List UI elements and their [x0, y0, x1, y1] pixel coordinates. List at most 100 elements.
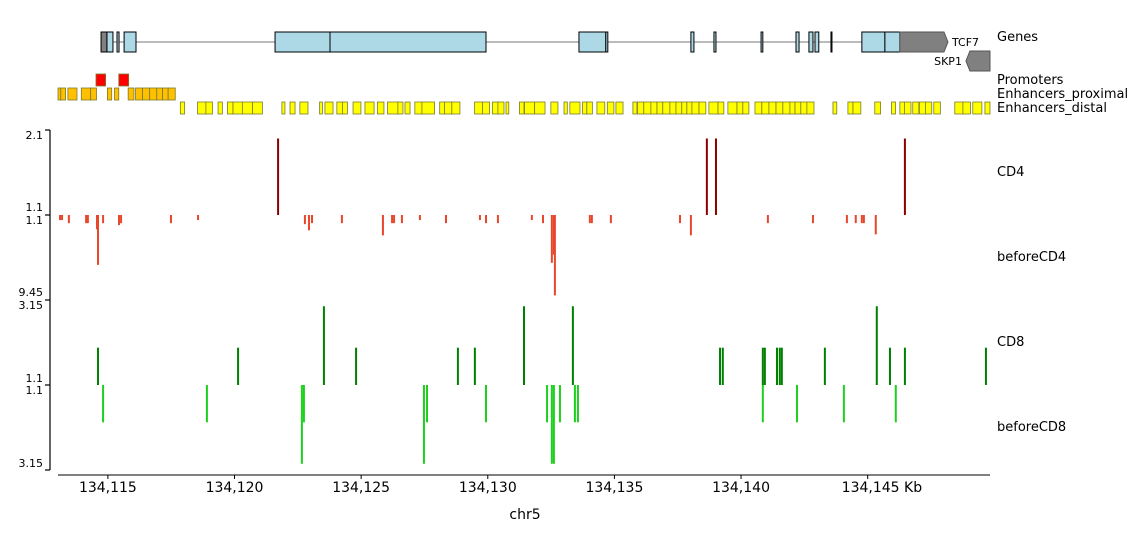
signal-bar — [588, 215, 591, 224]
gene-exon — [116, 31, 120, 53]
region-box — [336, 101, 343, 115]
region-box — [142, 87, 151, 101]
signal-bar — [984, 347, 987, 385]
gene-exon — [884, 31, 901, 53]
y-tick-label: 3.15 — [19, 299, 44, 312]
region-box — [606, 101, 615, 115]
region-box — [289, 101, 296, 115]
track-beforecd4 — [59, 215, 877, 296]
region-box — [519, 101, 525, 115]
track-title: Enhancers_distal — [997, 101, 1107, 116]
track-title: Enhancers_proximal — [997, 87, 1128, 102]
signal-bar — [558, 385, 561, 423]
signal-bar — [854, 215, 857, 224]
region-box — [794, 101, 802, 115]
region-box — [118, 73, 130, 87]
region-box — [217, 101, 223, 115]
track-title: beforeCD8 — [997, 420, 1066, 435]
signal-bar — [444, 215, 447, 224]
signal-bar — [391, 215, 394, 224]
signal-bar — [97, 215, 100, 265]
region-box — [387, 101, 399, 115]
region-box — [806, 101, 815, 115]
gene-exon — [814, 31, 820, 53]
signal-bar — [485, 215, 488, 224]
region-box — [241, 101, 253, 115]
region-box — [681, 101, 688, 115]
signal-bar — [573, 385, 576, 423]
region-box — [232, 101, 243, 115]
signal-bar — [355, 347, 358, 385]
region-box — [662, 101, 671, 115]
region-box — [789, 101, 796, 115]
region-box — [127, 87, 135, 101]
track-cd4 — [277, 138, 906, 215]
y-tick-label: 9.45 — [19, 286, 44, 299]
track-promoters — [95, 73, 130, 87]
region-box — [281, 101, 286, 115]
track-title: beforeCD4 — [997, 250, 1066, 265]
signal-bar — [705, 138, 708, 215]
gene-exon — [861, 31, 886, 53]
region-box — [637, 101, 645, 115]
signal-bar — [102, 215, 105, 224]
signal-bar — [553, 215, 556, 296]
track-title: CD8 — [997, 335, 1024, 350]
track-title: CD4 — [997, 165, 1024, 180]
region-box — [299, 101, 309, 115]
region-box — [899, 101, 905, 115]
signal-bar — [485, 385, 488, 423]
region-box — [67, 87, 78, 101]
region-box — [962, 101, 971, 115]
signal-bar — [888, 347, 891, 385]
signal-bar — [169, 215, 172, 224]
signal-bar — [61, 215, 64, 221]
region-box — [933, 101, 941, 115]
signal-bar — [478, 215, 481, 221]
signal-bar — [311, 215, 314, 224]
region-box — [364, 101, 375, 115]
region-box — [754, 101, 763, 115]
region-box — [782, 101, 791, 115]
gene-utr — [100, 31, 108, 53]
region-box — [491, 101, 499, 115]
region-box — [708, 101, 719, 115]
signal-bar — [102, 385, 105, 423]
gene-exon — [830, 31, 833, 53]
track-enhancers_distal — [179, 101, 991, 115]
region-box — [582, 101, 588, 115]
signal-bar — [679, 215, 682, 224]
signal-bar — [721, 347, 724, 385]
region-box — [197, 101, 207, 115]
region-box — [727, 101, 738, 115]
signal-bar — [530, 215, 533, 221]
region-box — [179, 101, 186, 115]
region-box — [149, 87, 158, 101]
signal-bar — [590, 215, 593, 224]
region-box — [615, 101, 624, 115]
region-box — [569, 101, 581, 115]
region-box — [761, 101, 770, 115]
gene-exon — [713, 31, 717, 53]
region-box — [691, 101, 700, 115]
region-box — [972, 101, 983, 115]
signal-bar — [340, 215, 343, 224]
region-box — [686, 101, 693, 115]
gene-label: TCF7 — [951, 36, 979, 49]
region-box — [319, 101, 323, 115]
signal-bar — [763, 347, 766, 385]
region-box — [205, 101, 213, 115]
region-box — [736, 101, 744, 115]
region-box — [482, 101, 490, 115]
signal-bar — [302, 385, 305, 423]
region-box — [60, 87, 66, 101]
signal-bar — [761, 385, 764, 423]
signal-bar — [67, 215, 70, 224]
gene-exon — [106, 31, 114, 53]
signal-bar — [862, 215, 865, 224]
region-box — [698, 101, 707, 115]
gene-TCF7: TCF7 — [100, 31, 979, 53]
signal-bar — [393, 215, 396, 224]
region-box — [596, 101, 606, 115]
